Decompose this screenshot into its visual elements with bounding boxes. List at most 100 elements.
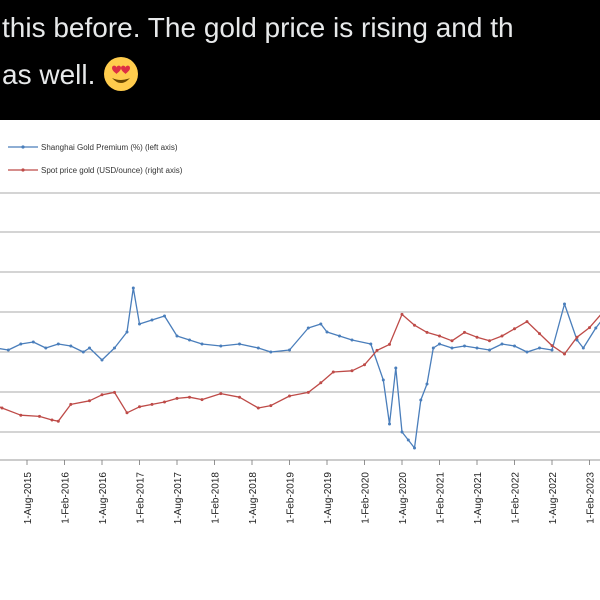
- series-point-spot-31: [425, 330, 429, 334]
- series-point-spot-29: [400, 312, 404, 316]
- x-tick-label-14: 1-Aug-2022: [548, 472, 559, 525]
- x-tick-label-15: 1-Feb-2023: [586, 472, 597, 524]
- x-tick-label-7: 1-Feb-2019: [286, 472, 297, 524]
- series-point-spot-4: [50, 418, 54, 422]
- series-point-premium-49: [550, 348, 554, 352]
- series-point-spot-38: [513, 327, 516, 331]
- x-tick-label-9: 1-Feb-2020: [361, 472, 372, 524]
- series-point-spot-43: [575, 335, 579, 339]
- tweet-text-line-1: this before. The gold price is rising an…: [2, 12, 514, 43]
- series-point-spot-34: [463, 330, 466, 334]
- series-point-premium-14: [138, 322, 141, 326]
- series-point-spot-9: [113, 390, 116, 394]
- series-point-spot-26: [363, 363, 366, 367]
- series-point-premium-4: [31, 340, 35, 344]
- x-axis-tick-labels: 1-Aug-2015 1-Feb-2016 1-Aug-2016 1-Feb-2017…: [23, 472, 597, 525]
- series-point-spot-20: [269, 404, 273, 408]
- series-point-premium-29: [350, 338, 354, 342]
- series-point-premium-2: [6, 348, 10, 352]
- series-point-spot-41: [550, 344, 554, 348]
- series-point-premium-3: [19, 342, 23, 346]
- series-point-premium-45: [500, 342, 504, 346]
- legend-marker-spot: [21, 168, 25, 172]
- series-point-premium-47: [525, 350, 529, 354]
- tweet-text-line-2-words: as well.: [2, 59, 96, 90]
- series-point-spot-10: [125, 411, 129, 415]
- series-point-premium-24: [288, 348, 291, 352]
- series-point-premium-31: [381, 378, 385, 382]
- series-point-premium-8: [81, 350, 85, 354]
- series-point-premium-22: [256, 346, 260, 350]
- x-tick-label-1: 1-Feb-2016: [61, 472, 72, 524]
- series-point-spot-23: [319, 381, 323, 385]
- series-point-spot-12: [150, 402, 154, 406]
- smiling-face-heart-eyes-icon: [103, 56, 139, 103]
- x-tick-label-11: 1-Feb-2021: [436, 472, 447, 524]
- series-point-premium-23: [269, 350, 273, 354]
- series-point-spot-44: [588, 326, 591, 330]
- series-point-premium-33: [394, 366, 398, 370]
- series-point-premium-41: [450, 346, 454, 350]
- series-point-premium-10: [100, 358, 104, 362]
- series-point-spot-30: [413, 323, 416, 327]
- series-point-spot-18: [238, 395, 241, 399]
- series-point-premium-48: [538, 346, 541, 350]
- series-point-premium-28: [338, 334, 341, 338]
- series-point-spot-35: [475, 335, 479, 339]
- gold-premium-chart: 1-Aug-2015 1-Feb-2016 1-Aug-2016 1-Feb-2017…: [0, 143, 600, 525]
- chart-legend: Shanghai Gold Premium (%) (left axis) Sp…: [8, 143, 183, 175]
- series-point-spot-8: [100, 393, 104, 397]
- tweet-text: this before. The gold price is rising an…: [0, 0, 600, 118]
- series-point-spot-21: [288, 394, 291, 398]
- series-point-spot-27: [375, 348, 379, 352]
- series-point-spot-32: [438, 334, 441, 338]
- x-tick-label-6: 1-Aug-2018: [248, 472, 259, 525]
- series-point-premium-7: [69, 344, 73, 348]
- series-point-premium-15: [150, 318, 154, 322]
- x-tick-label-12: 1-Aug-2021: [473, 472, 484, 525]
- series-point-spot-36: [488, 339, 491, 343]
- chart-image: 1-Aug-2015 1-Feb-2016 1-Aug-2016 1-Feb-2017…: [0, 120, 600, 600]
- series-point-spot-33: [450, 339, 454, 343]
- legend-marker-premium: [21, 145, 25, 149]
- series-point-premium-44: [488, 348, 491, 352]
- series-point-spot-2: [19, 413, 23, 417]
- chart-gridlines: [0, 192, 600, 433]
- series-point-premium-27: [325, 330, 329, 334]
- series-point-premium-35: [406, 438, 410, 442]
- series-point-spot-24: [331, 370, 335, 374]
- series-point-premium-25: [306, 326, 310, 330]
- x-tick-label-2: 1-Aug-2016: [98, 472, 109, 525]
- series-line-spot: [0, 313, 600, 422]
- series-point-premium-21: [238, 342, 241, 346]
- series-point-premium-40: [438, 342, 441, 346]
- series-point-spot-13: [163, 400, 166, 404]
- series-point-premium-20: [219, 344, 223, 348]
- series-point-premium-6: [56, 342, 60, 346]
- series-point-spot-28: [388, 342, 391, 346]
- legend-label-spot: Spot price gold (USD/ounce) (right axis): [41, 166, 183, 175]
- series-point-spot-42: [563, 352, 566, 356]
- x-tick-label-10: 1-Aug-2020: [398, 472, 409, 525]
- series-point-premium-52: [581, 346, 585, 350]
- series-point-premium-26: [319, 322, 323, 326]
- x-tick-label-8: 1-Aug-2019: [323, 472, 334, 525]
- series-point-spot-15: [188, 395, 191, 399]
- series-point-premium-12: [125, 330, 129, 334]
- series-point-spot-1: [0, 406, 4, 410]
- x-tick-label-0: 1-Aug-2015: [23, 472, 34, 525]
- series-point-spot-25: [350, 369, 354, 373]
- series-point-premium-46: [513, 344, 516, 348]
- x-tick-label-3: 1-Feb-2017: [136, 472, 147, 524]
- chart-series: [0, 286, 600, 450]
- series-point-premium-50: [563, 302, 566, 306]
- series-point-spot-11: [138, 405, 141, 409]
- series-point-premium-11: [113, 346, 116, 350]
- series-point-premium-5: [44, 346, 48, 350]
- x-tick-label-13: 1-Feb-2022: [511, 472, 522, 524]
- series-point-premium-17: [175, 334, 179, 338]
- series-point-spot-40: [538, 332, 541, 336]
- series-point-premium-43: [475, 346, 479, 350]
- series-point-premium-42: [463, 344, 466, 348]
- series-point-spot-19: [256, 406, 260, 410]
